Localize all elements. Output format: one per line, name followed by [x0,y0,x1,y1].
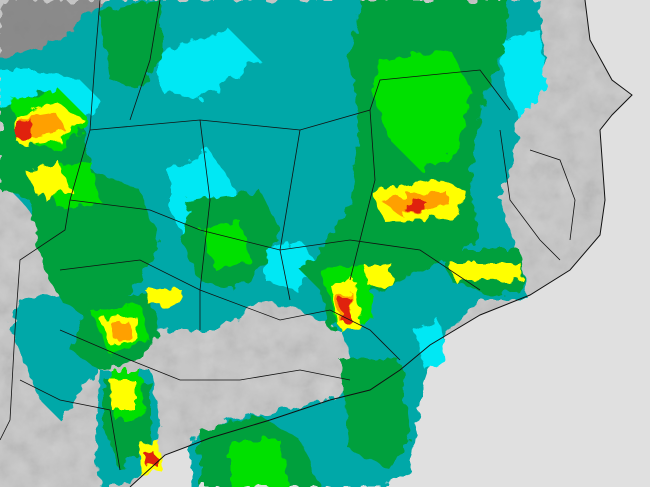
echo-red-2 [340,296,352,322]
radar-echoes [0,0,545,487]
echo-cyan-2 [160,30,260,100]
echo-lime-4 [200,220,250,270]
echo-yellow-9 [110,380,135,410]
region-border [499,129,561,261]
echo-yellow-3 [25,162,70,198]
echo-cyan-4 [500,30,545,120]
echo-orange-4 [112,322,132,340]
region-border [529,149,576,241]
echo-green [100,0,160,90]
echo-red-4 [145,452,155,466]
echo-green-6 [340,360,410,470]
region-border [59,259,401,361]
region-border [279,129,301,301]
region-border [0,0,101,441]
echo-lime [370,50,470,170]
region-border [19,379,121,471]
region-border [59,329,351,381]
region-border [129,0,161,121]
echo-red [18,118,30,140]
echo-yellow-10 [365,262,392,286]
coastline [129,0,633,487]
echo-yellow-5 [450,262,522,282]
region-border [199,119,211,330]
echo-yellow-8 [145,288,182,306]
echo-red-3 [405,200,425,212]
echo-cyan-6 [265,240,320,290]
region-border [349,109,376,281]
borders [0,0,633,487]
echo-lime-6 [230,440,290,487]
